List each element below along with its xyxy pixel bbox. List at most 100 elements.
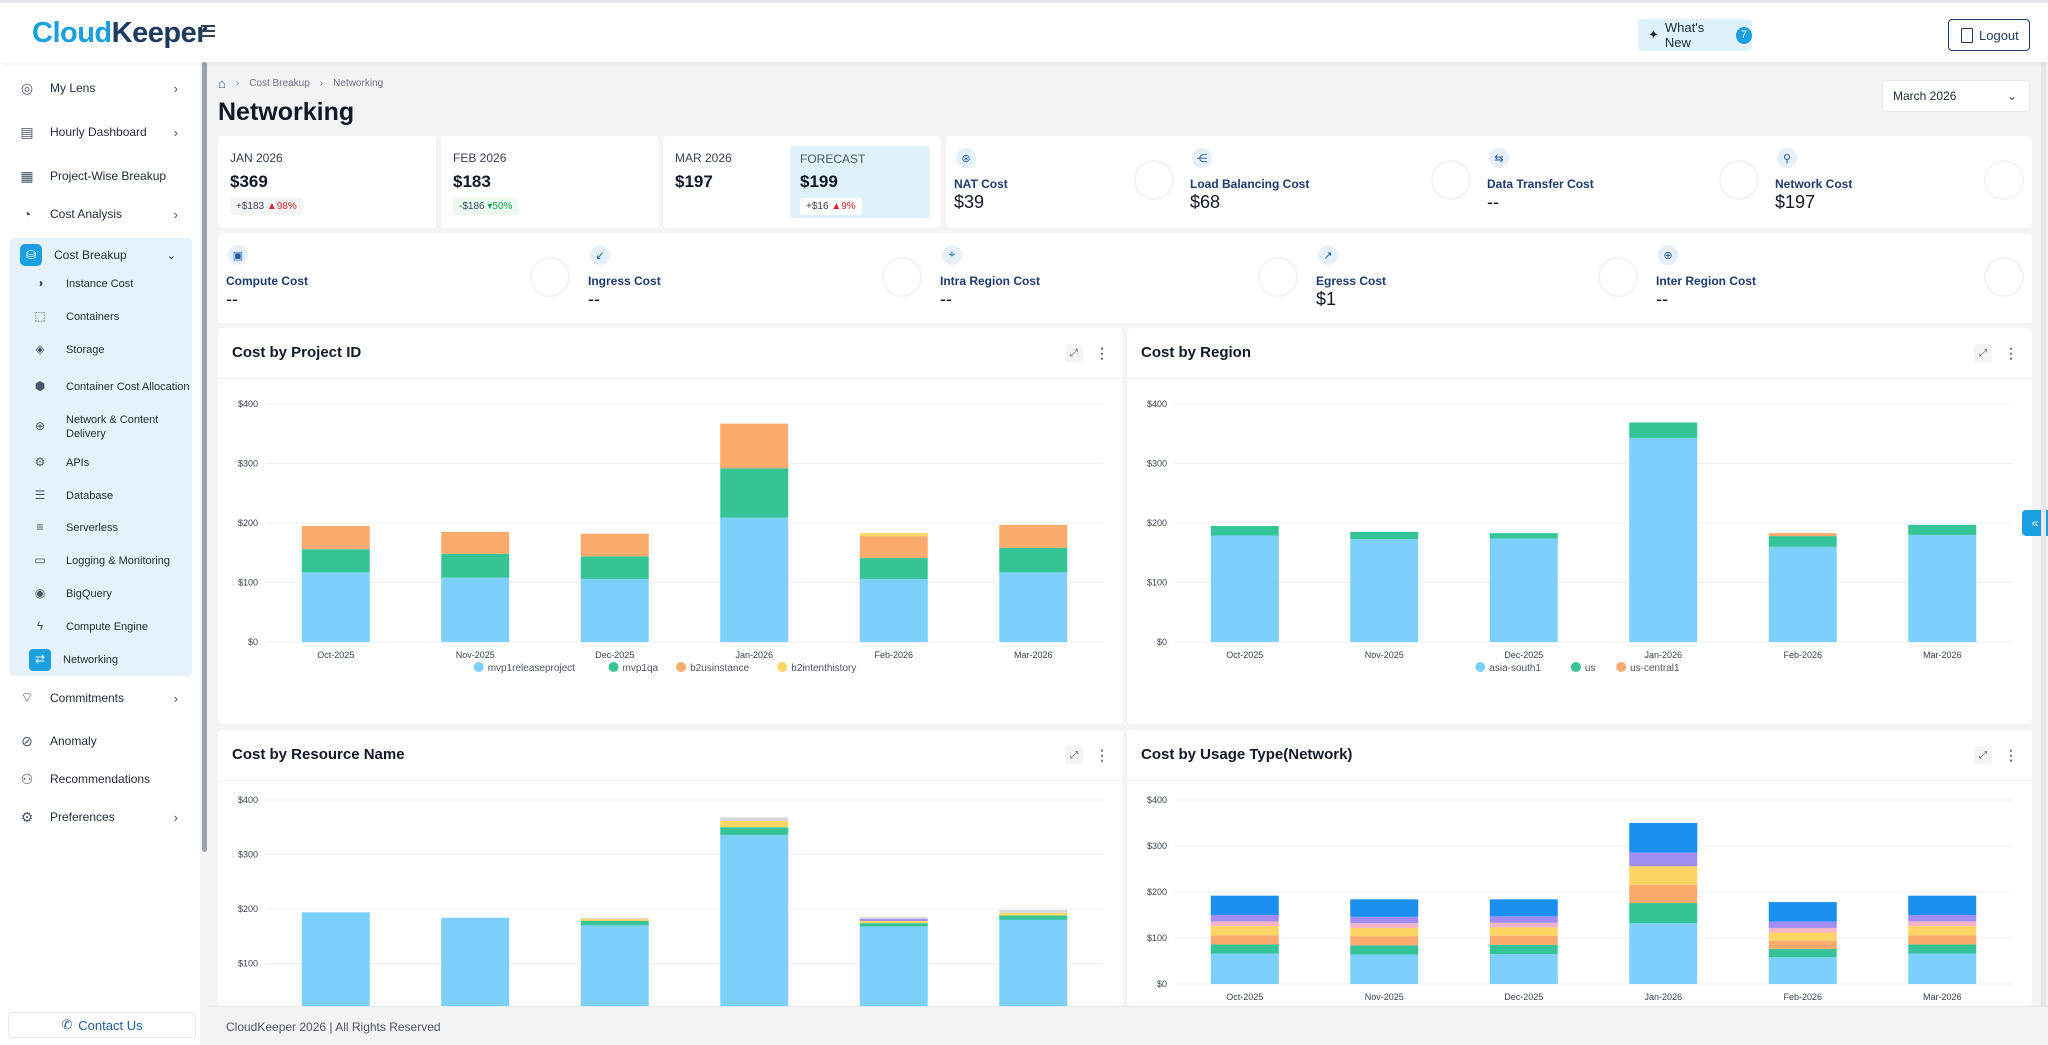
submenu-item-instance-cost[interactable]: ◑ Instance Cost (32, 269, 190, 299)
bar-segment (859, 536, 928, 559)
forecast-label: FORECAST (800, 152, 866, 166)
bar-segment (1210, 926, 1279, 936)
more-options-icon[interactable]: ⋮ (1095, 344, 1109, 361)
sidebar-item-cost-breakup[interactable]: ⛁ Cost Breakup ⌄ (20, 240, 186, 270)
gear-icon: ⚙ (20, 808, 34, 825)
transfer-icon: ⇆ (1489, 148, 1509, 168)
sidebar-item-hourly-dashboard[interactable]: ▤ Hourly Dashboard › (18, 116, 186, 148)
submenu-item-compute-engine[interactable]: ϟ Compute Engine (32, 612, 190, 642)
x-tick-label: Mar-2026 (1923, 992, 1962, 1002)
month-delta: +$183 ▲98% (230, 198, 303, 215)
bar-segment (1629, 866, 1698, 885)
main-scrollbar[interactable] (2041, 62, 2046, 1006)
legend-swatch (1475, 662, 1486, 672)
more-options-icon[interactable]: ⋮ (2004, 344, 2018, 361)
more-options-icon[interactable]: ⋮ (1095, 746, 1109, 763)
submenu-item-label: BigQuery (66, 587, 112, 600)
x-tick-label: Feb-2026 (1783, 650, 1822, 660)
sidebar-item-label: My Lens (50, 81, 96, 95)
submenu-item-storage[interactable]: ◈ Storage (32, 335, 190, 365)
sidebar-item-label: Recommendations (50, 772, 151, 786)
compute-icon: ▣ (228, 245, 248, 265)
networking-icon: ⇄ (29, 649, 51, 671)
sidebar-item-cost-analysis[interactable]: ◔ Cost Analysis › (18, 198, 186, 230)
bar-segment (1350, 936, 1419, 946)
cloudkeeper-logo[interactable]: CloudKeeper (32, 17, 207, 49)
bar-segment (720, 817, 789, 821)
chart-cost-by-region: $0 $100 $200 $300 $400 Oct-2025 Nov-2025 Dec-20… (1147, 399, 2012, 674)
sidebar-item-commitments[interactable]: ⌔ Commitments › (18, 682, 186, 714)
bar-segment (720, 468, 789, 518)
x-tick-label: Mar-2026 (1014, 650, 1053, 660)
expand-icon[interactable]: ⤢ (1065, 746, 1083, 764)
submenu-item-networking[interactable]: ⇄ Networking (29, 645, 190, 675)
bar-segment (1210, 895, 1279, 915)
submenu-item-network-content-delivery[interactable]: ⊕ Network & Content Delivery (32, 410, 190, 444)
bar-segment (301, 912, 370, 1006)
page-title: Networking (218, 98, 355, 126)
submenu-item-label: APIs (66, 456, 90, 469)
bar-segment (1210, 535, 1279, 642)
bar-segment (1350, 927, 1419, 937)
panel-title: Cost by Project ID (232, 344, 362, 361)
y-tick-label: $100 (1147, 933, 1167, 943)
submenu-item-containers[interactable]: ⬚ Containers (32, 302, 190, 332)
submenu-item-apis[interactable]: ⚙ APIs (32, 448, 190, 478)
sidebar-item-label: Anomaly (50, 734, 97, 748)
bar-segment (1629, 437, 1698, 642)
sparkle-icon: ✦ (1648, 27, 1659, 42)
sidebar-item-label: Preferences (50, 810, 115, 824)
more-options-icon[interactable]: ⋮ (2004, 746, 2018, 763)
expand-icon[interactable]: ⤢ (1065, 344, 1083, 362)
sidebar-item-recommendations[interactable]: ⚇ Recommendations (18, 763, 186, 795)
bar-segment (1210, 525, 1279, 536)
x-tick-label: Dec-2025 (1504, 650, 1543, 660)
metric-load-balancing-cost: ⋲ Load Balancing Cost $68 (1182, 136, 1479, 228)
contact-us-button[interactable]: ✆ Contact Us (8, 1012, 196, 1038)
whats-new-button[interactable]: ✦ What's New 7 (1638, 19, 1752, 51)
sidebar-item-label: Project-Wise Breakup (50, 169, 167, 183)
submenu-item-database[interactable]: ☰ Database (32, 481, 190, 511)
bar-segment (580, 920, 649, 926)
legend-label: mvp1releaseproject (488, 663, 575, 674)
bar-segment (859, 918, 928, 921)
footer: CloudKeeper 2026 | All Rights Reserved (208, 1006, 2048, 1045)
chevron-right-icon: › (173, 124, 178, 140)
bar-segment (1768, 921, 1837, 928)
submenu-item-logging-monitoring[interactable]: ▭ Logging & Monitoring (32, 546, 190, 576)
bar-segment (1768, 533, 1837, 537)
expand-icon[interactable]: ⤢ (1974, 344, 1992, 362)
menu-toggle-icon[interactable] (201, 25, 215, 37)
bar-segment (1768, 957, 1837, 984)
panel-cost-by-usage-type: Cost by Usage Type(Network) ⤢ ⋮ $0 $100 $20… (1127, 730, 2032, 1006)
sidebar-item-project-wise-breakup[interactable]: ▦ Project-Wise Breakup (18, 160, 186, 192)
sidebar-item-preferences[interactable]: ⚙ Preferences › (18, 801, 186, 833)
sidebar-item-my-lens[interactable]: ◎ My Lens › (18, 72, 186, 104)
submenu-item-container-cost-allocation[interactable]: ⬢ Container Cost Allocation (32, 370, 190, 404)
x-tick-label: Feb-2026 (1783, 992, 1822, 1002)
y-tick-label: $400 (238, 795, 258, 805)
home-icon[interactable]: ⌂ (218, 76, 226, 91)
panel-cost-by-resource: Cost by Resource Name ⤢ ⋮ $100 $200 $300 $40… (218, 730, 1123, 1006)
legend-swatch (473, 662, 484, 672)
submenu-item-serverless[interactable]: ≡ Serverless (32, 513, 190, 543)
bar-segment (1629, 852, 1698, 867)
sidebar-item-anomaly[interactable]: ⊘ Anomaly (18, 725, 186, 757)
expand-icon[interactable]: ⤢ (1974, 746, 1992, 764)
submenu-item-label: Database (66, 489, 114, 502)
intra-region-watermark-icon (1258, 257, 1298, 297)
sidebar-scrollbar[interactable] (202, 62, 207, 852)
metric-network-cost: ⚲ Network Cost $197 (1767, 136, 2032, 228)
bar-segment (1210, 944, 1279, 954)
network-icon: ⚲ (1777, 148, 1797, 168)
month-label: JAN 2026 (230, 151, 283, 165)
chart-cost-by-usage-type: $0 $100 $200 $300 $400 Oct-2025 Nov-2025 Dec-20… (1147, 795, 2012, 1002)
breadcrumb-parent[interactable]: Cost Breakup (249, 78, 310, 89)
submenu-item-bigquery[interactable]: ◉ BigQuery (32, 579, 190, 609)
bar-segment (720, 517, 789, 642)
logout-button[interactable]: Logout (1948, 19, 2030, 51)
month-select[interactable]: March 2026 ⌄ (1882, 80, 2030, 112)
api-icon: ⚙ (34, 455, 46, 470)
bar-segment (1489, 899, 1558, 917)
bar-segment (1210, 921, 1279, 927)
